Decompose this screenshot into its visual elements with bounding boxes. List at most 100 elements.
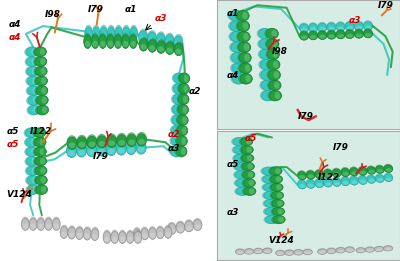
Ellipse shape [193, 220, 202, 230]
Ellipse shape [142, 233, 148, 239]
Ellipse shape [276, 184, 282, 190]
Ellipse shape [350, 177, 358, 185]
Ellipse shape [272, 191, 284, 199]
Ellipse shape [36, 217, 45, 231]
Ellipse shape [123, 41, 128, 47]
Ellipse shape [24, 156, 38, 167]
Ellipse shape [263, 175, 275, 183]
Ellipse shape [100, 25, 108, 41]
Ellipse shape [384, 164, 393, 173]
Ellipse shape [274, 82, 280, 89]
Text: α3: α3 [168, 144, 180, 153]
Ellipse shape [66, 143, 77, 158]
Ellipse shape [156, 39, 166, 54]
Ellipse shape [306, 180, 315, 188]
Ellipse shape [178, 104, 188, 115]
Ellipse shape [86, 33, 91, 39]
Ellipse shape [92, 234, 98, 239]
Ellipse shape [25, 165, 39, 176]
Ellipse shape [164, 33, 174, 48]
Ellipse shape [327, 23, 336, 32]
Ellipse shape [52, 218, 60, 230]
Ellipse shape [176, 148, 181, 155]
Ellipse shape [270, 191, 284, 200]
Ellipse shape [116, 140, 127, 156]
Ellipse shape [149, 45, 155, 51]
Ellipse shape [39, 129, 44, 136]
Ellipse shape [347, 249, 353, 252]
Ellipse shape [241, 180, 247, 186]
Ellipse shape [368, 170, 375, 174]
Ellipse shape [171, 104, 184, 115]
Ellipse shape [108, 33, 114, 39]
Ellipse shape [236, 249, 245, 254]
Ellipse shape [236, 43, 242, 51]
Ellipse shape [36, 76, 48, 86]
Ellipse shape [262, 247, 272, 254]
Ellipse shape [91, 33, 99, 49]
Ellipse shape [37, 96, 48, 105]
Ellipse shape [323, 177, 333, 187]
Ellipse shape [345, 246, 355, 253]
Ellipse shape [360, 171, 366, 174]
Ellipse shape [68, 225, 76, 239]
Ellipse shape [228, 31, 243, 43]
Ellipse shape [257, 38, 272, 50]
Text: α4: α4 [226, 70, 239, 80]
Ellipse shape [32, 177, 37, 183]
Ellipse shape [138, 31, 147, 44]
Ellipse shape [181, 137, 186, 145]
Ellipse shape [308, 183, 314, 187]
Ellipse shape [244, 187, 256, 195]
Ellipse shape [308, 24, 318, 32]
Ellipse shape [277, 192, 282, 198]
Ellipse shape [232, 52, 244, 63]
Ellipse shape [269, 80, 281, 91]
Ellipse shape [241, 170, 255, 179]
Ellipse shape [140, 227, 149, 240]
Ellipse shape [264, 251, 271, 253]
Ellipse shape [272, 199, 284, 207]
Ellipse shape [338, 26, 344, 30]
Ellipse shape [267, 80, 281, 91]
Ellipse shape [377, 178, 383, 182]
Ellipse shape [130, 25, 138, 41]
Ellipse shape [108, 27, 115, 41]
Ellipse shape [270, 175, 282, 183]
Ellipse shape [35, 156, 47, 166]
Ellipse shape [317, 248, 327, 254]
Text: α3: α3 [155, 14, 167, 23]
Ellipse shape [28, 105, 40, 115]
Ellipse shape [264, 199, 277, 207]
Ellipse shape [92, 27, 100, 41]
Ellipse shape [140, 44, 146, 50]
Ellipse shape [134, 232, 142, 243]
Ellipse shape [245, 64, 250, 72]
Ellipse shape [35, 57, 47, 66]
Ellipse shape [273, 61, 279, 68]
Ellipse shape [235, 22, 241, 30]
Ellipse shape [365, 33, 371, 37]
Ellipse shape [304, 252, 311, 254]
Ellipse shape [42, 106, 47, 113]
Ellipse shape [243, 22, 248, 30]
Text: I122: I122 [318, 173, 340, 182]
Ellipse shape [266, 61, 272, 68]
Ellipse shape [141, 228, 149, 240]
Ellipse shape [323, 168, 333, 178]
Ellipse shape [268, 167, 282, 176]
Ellipse shape [122, 33, 130, 49]
Ellipse shape [31, 48, 36, 55]
Ellipse shape [235, 12, 240, 19]
Ellipse shape [172, 104, 184, 115]
Ellipse shape [133, 229, 141, 240]
Ellipse shape [363, 20, 373, 31]
Text: α3: α3 [349, 16, 361, 25]
Ellipse shape [26, 137, 38, 147]
Ellipse shape [267, 39, 279, 49]
Ellipse shape [356, 26, 362, 30]
Ellipse shape [32, 127, 46, 138]
Ellipse shape [269, 183, 284, 192]
Ellipse shape [351, 180, 357, 184]
Ellipse shape [126, 132, 137, 147]
